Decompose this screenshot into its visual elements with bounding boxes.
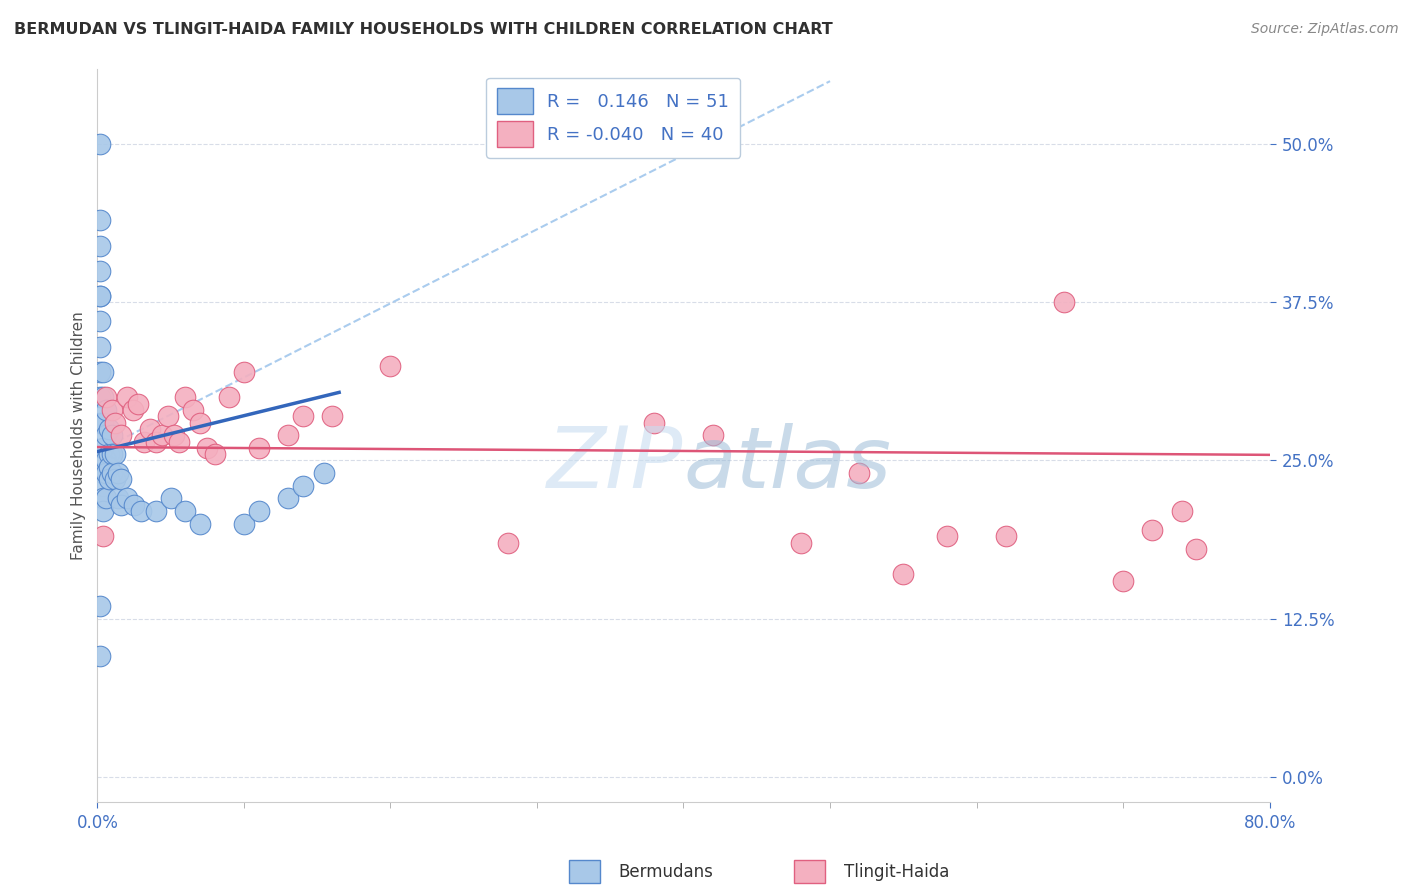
- Point: [277, 491, 299, 506]
- Point: [159, 491, 181, 506]
- Point: [936, 529, 959, 543]
- Point: [89, 238, 111, 252]
- Text: Tlingit-Haida: Tlingit-Haida: [844, 863, 949, 881]
- Point: [110, 498, 132, 512]
- Point: [94, 466, 117, 480]
- Text: Source: ZipAtlas.com: Source: ZipAtlas.com: [1251, 22, 1399, 37]
- Point: [139, 422, 162, 436]
- Point: [89, 390, 111, 404]
- Point: [101, 403, 124, 417]
- Point: [91, 529, 114, 543]
- Point: [91, 441, 114, 455]
- Point: [1170, 504, 1192, 518]
- Point: [91, 466, 114, 480]
- Point: [110, 428, 132, 442]
- Point: [232, 516, 254, 531]
- Point: [218, 390, 240, 404]
- Point: [89, 599, 111, 613]
- Point: [89, 264, 111, 278]
- Point: [174, 390, 197, 404]
- Point: [94, 403, 117, 417]
- Point: [121, 403, 143, 417]
- Point: [89, 289, 111, 303]
- Point: [1112, 574, 1135, 588]
- Point: [94, 491, 117, 506]
- Point: [232, 365, 254, 379]
- Point: [145, 434, 167, 449]
- Point: [188, 416, 211, 430]
- Text: BERMUDAN VS TLINGIT-HAIDA FAMILY HOUSEHOLDS WITH CHILDREN CORRELATION CHART: BERMUDAN VS TLINGIT-HAIDA FAMILY HOUSEHO…: [14, 22, 832, 37]
- Point: [91, 390, 114, 404]
- Point: [994, 529, 1017, 543]
- Point: [91, 479, 114, 493]
- Point: [380, 359, 402, 373]
- Point: [89, 416, 111, 430]
- Point: [98, 459, 121, 474]
- Text: Bermudans: Bermudans: [619, 863, 713, 881]
- Point: [107, 491, 129, 506]
- Point: [110, 473, 132, 487]
- Point: [89, 213, 111, 227]
- Point: [98, 447, 121, 461]
- Point: [89, 340, 111, 354]
- Point: [89, 314, 111, 328]
- Point: [1185, 541, 1208, 556]
- Point: [115, 390, 138, 404]
- Point: [131, 504, 153, 518]
- Point: [247, 504, 270, 518]
- Point: [104, 447, 127, 461]
- Legend: R =   0.146   N = 51, R = -0.040   N = 40: R = 0.146 N = 51, R = -0.040 N = 40: [486, 78, 740, 158]
- Point: [1142, 523, 1164, 537]
- Point: [89, 137, 111, 152]
- Point: [277, 428, 299, 442]
- Point: [181, 403, 204, 417]
- Point: [91, 491, 114, 506]
- Point: [150, 428, 173, 442]
- Point: [314, 466, 336, 480]
- Point: [188, 516, 211, 531]
- Y-axis label: Family Households with Children: Family Households with Children: [72, 310, 86, 559]
- Point: [104, 473, 127, 487]
- Point: [702, 428, 724, 442]
- Point: [94, 390, 117, 404]
- Point: [94, 453, 117, 467]
- Point: [247, 441, 270, 455]
- Point: [643, 416, 665, 430]
- Point: [89, 289, 111, 303]
- Point: [98, 473, 121, 487]
- Point: [1053, 295, 1076, 310]
- Point: [91, 416, 114, 430]
- Point: [107, 466, 129, 480]
- Point: [101, 447, 124, 461]
- Point: [98, 422, 121, 436]
- Point: [790, 535, 813, 549]
- Point: [101, 466, 124, 480]
- Point: [91, 504, 114, 518]
- Point: [156, 409, 179, 424]
- Point: [89, 649, 111, 664]
- Point: [94, 428, 117, 442]
- Point: [848, 466, 870, 480]
- Point: [134, 434, 156, 449]
- Point: [127, 396, 149, 410]
- Point: [195, 441, 218, 455]
- Point: [145, 504, 167, 518]
- Point: [115, 491, 138, 506]
- Text: atlas: atlas: [683, 423, 891, 506]
- Point: [174, 504, 197, 518]
- Point: [104, 416, 127, 430]
- Point: [162, 428, 184, 442]
- Point: [496, 535, 519, 549]
- Point: [291, 409, 314, 424]
- Point: [122, 498, 145, 512]
- Point: [169, 434, 191, 449]
- Point: [91, 365, 114, 379]
- Point: [891, 567, 914, 582]
- Point: [321, 409, 343, 424]
- Point: [204, 447, 226, 461]
- Point: [101, 428, 124, 442]
- Point: [291, 479, 314, 493]
- Text: ZIP: ZIP: [547, 423, 683, 506]
- Point: [89, 365, 111, 379]
